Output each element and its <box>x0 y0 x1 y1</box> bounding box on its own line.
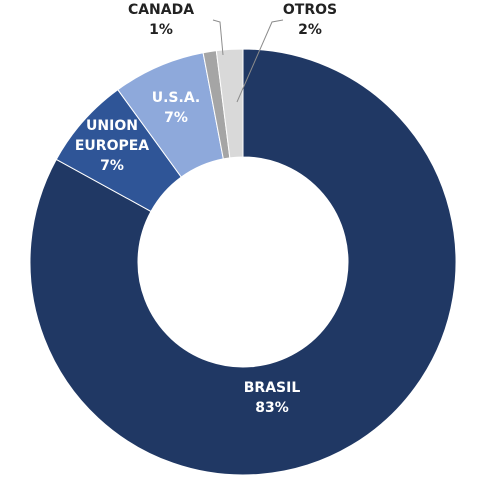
name-otros: OTROS <box>283 2 337 18</box>
name-brasil: BRASIL <box>244 380 301 396</box>
percent-brasil: 83% <box>255 400 289 416</box>
leader-lines <box>212 19 284 103</box>
name-u-s-a: U.S.A. <box>152 90 201 106</box>
name-union-europea: UNION <box>86 118 138 134</box>
label-union-europea: UNION EUROPEA 7% <box>75 118 149 174</box>
percent-otros: 2% <box>298 22 322 38</box>
label-u-s-a: U.S.A. 7% <box>152 90 201 126</box>
slice-otros <box>215 48 244 159</box>
label-brasil: BRASIL 83% <box>244 380 301 416</box>
leader-otros <box>236 19 284 103</box>
name-union-europea: EUROPEA <box>75 138 149 154</box>
donut-slices <box>29 48 457 476</box>
name-canada: CANADA <box>128 2 194 18</box>
slice-brasil <box>29 48 457 476</box>
percent-canada: 1% <box>149 22 173 38</box>
label-otros: OTROS 2% <box>283 2 337 38</box>
percent-union-europea: 7% <box>100 158 124 174</box>
leader-canada <box>212 19 224 56</box>
label-canada: CANADA 1% <box>128 2 194 38</box>
slice-labels: BRASIL 83% UNION EUROPEA 7% U.S.A. 7% CANADA 1% O… <box>75 2 337 416</box>
percent-u-s-a: 7% <box>164 110 188 126</box>
